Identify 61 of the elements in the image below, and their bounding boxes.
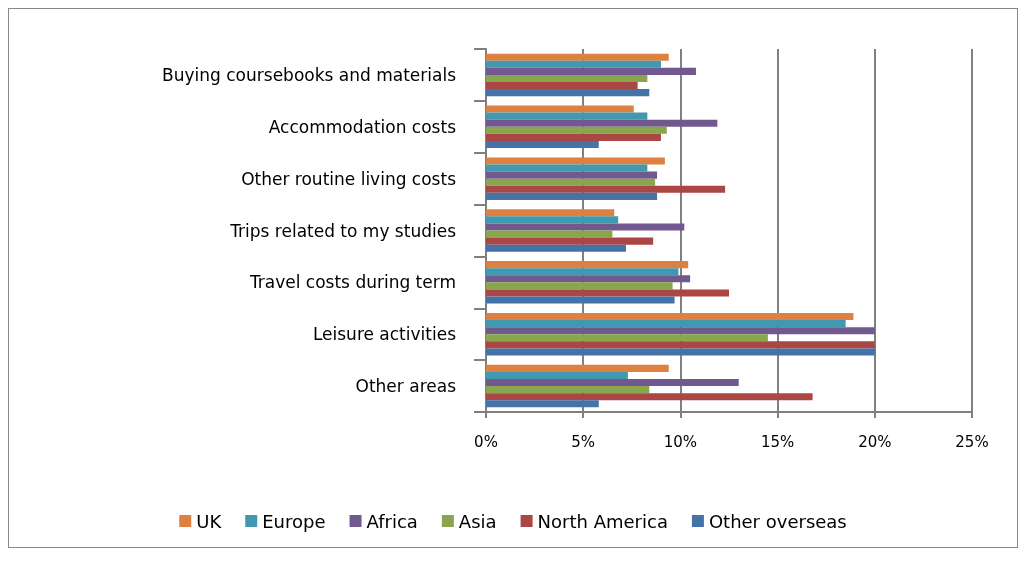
- legend-label: Europe: [262, 510, 326, 532]
- bar: [486, 192, 658, 200]
- bar: [486, 157, 665, 165]
- bar: [486, 296, 675, 304]
- bar: [486, 244, 626, 252]
- bar: [486, 334, 768, 342]
- bar: [486, 89, 650, 97]
- bar: [486, 348, 875, 356]
- bar: [486, 327, 875, 335]
- bar: [486, 312, 854, 321]
- bar: [486, 261, 689, 269]
- bar: [486, 60, 661, 68]
- bar: [486, 386, 650, 394]
- bar: [486, 371, 628, 379]
- y-tick-label: Buying coursebooks and materials: [162, 64, 457, 85]
- y-tick-label: Leisure activities: [312, 324, 457, 345]
- legend-label: Asia: [458, 510, 497, 532]
- bar: [486, 185, 726, 193]
- x-tick-label: 5%: [571, 432, 596, 451]
- bar: [486, 82, 638, 90]
- bar: [486, 74, 648, 83]
- x-tick-label: 25%: [955, 432, 989, 451]
- y-tick-label: Travel costs during term: [248, 272, 456, 293]
- legend-label: Africa: [366, 510, 418, 532]
- y-tick-label: Accommodation costs: [268, 116, 457, 137]
- legend-label: UK: [196, 510, 223, 532]
- bar: [486, 400, 599, 408]
- bar: [486, 171, 658, 179]
- x-tick-label: 20%: [858, 432, 892, 451]
- y-tick-label: Other areas: [355, 376, 457, 397]
- bar: [486, 341, 875, 349]
- legend-label: North America: [537, 510, 668, 532]
- bar: [486, 282, 673, 290]
- bar: [486, 275, 691, 283]
- y-tick-label: Trips related to my studies: [229, 220, 457, 241]
- bar: [486, 320, 846, 328]
- bar: [486, 105, 634, 113]
- bar: [486, 126, 667, 134]
- bar: [486, 140, 599, 149]
- bar: [486, 378, 739, 387]
- bar: [486, 178, 656, 186]
- bar: [486, 53, 669, 61]
- y-tick-label: Other routine living costs: [241, 168, 457, 189]
- x-tick-label: 0%: [474, 432, 498, 451]
- bar: [486, 119, 718, 127]
- bar: [486, 237, 654, 245]
- x-tick-label: 15%: [760, 432, 795, 451]
- bar: [486, 112, 648, 120]
- bar: [486, 230, 613, 238]
- legend-label: Other overseas: [708, 510, 847, 532]
- bar: [486, 223, 685, 231]
- x-tick-label: 10%: [663, 432, 698, 451]
- bar: [486, 364, 669, 372]
- bar: [486, 216, 619, 224]
- bar: [486, 67, 696, 75]
- bar: [486, 268, 679, 276]
- bar: [486, 289, 729, 297]
- bar: [486, 133, 661, 141]
- bar: [486, 164, 648, 172]
- bar: [486, 393, 813, 401]
- bar: [486, 209, 615, 217]
